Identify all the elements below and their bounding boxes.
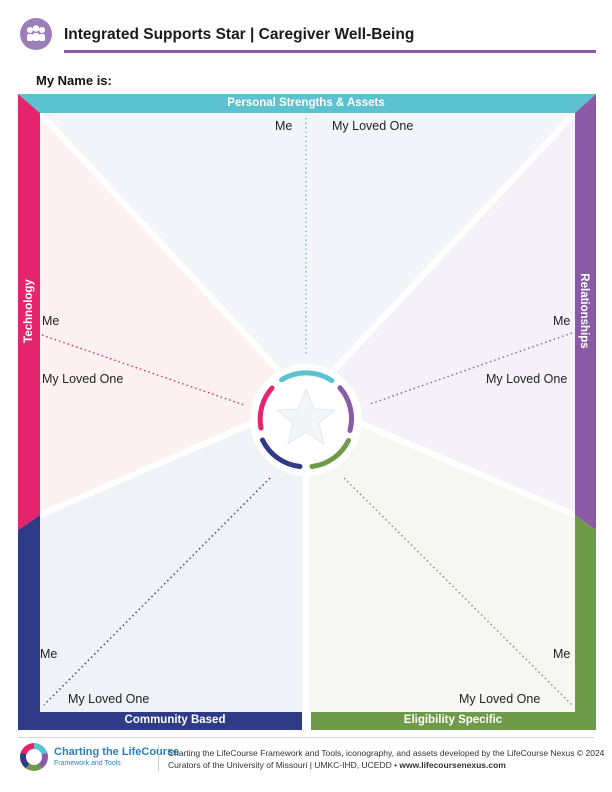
- top-me-label[interactable]: Me: [275, 119, 293, 133]
- band-left: [18, 94, 40, 530]
- domain-label-left: Technology: [23, 279, 35, 343]
- lifecourse-logo-icon: [20, 743, 48, 771]
- band-right: [575, 94, 596, 530]
- domain-label-bottom-right: Eligibility Specific: [403, 714, 503, 726]
- domain-label-bottom-left: Community Based: [124, 714, 226, 726]
- sector-left-fill[interactable]: [40, 113, 306, 515]
- footer-vertical-divider: [158, 745, 159, 771]
- credit-line-2: Curators of the University of Missouri |…: [168, 760, 506, 770]
- website-link[interactable]: www.lifecoursenexus.com: [399, 760, 506, 770]
- right-loved-one-label[interactable]: My Loved One: [486, 372, 568, 386]
- sector-bottom-right-fill[interactable]: [306, 400, 575, 712]
- bottom-right-loved-one-label[interactable]: My Loved One: [459, 692, 541, 706]
- divider-bottom-left: [43, 477, 271, 706]
- center-ring: [257, 370, 355, 469]
- bottom-left-me-label[interactable]: Me: [40, 647, 58, 661]
- band-top: [18, 94, 596, 113]
- domain-label-right: Relationships: [578, 273, 590, 349]
- bottom-left-loved-one-label[interactable]: My Loved One: [68, 692, 150, 706]
- credit-line-2-text: Curators of the University of Missouri |…: [168, 760, 400, 770]
- lifecourse-logo-center: [26, 749, 42, 765]
- brand-name: Charting the LifeCourse: [54, 746, 180, 758]
- left-loved-one-label[interactable]: My Loved One: [42, 372, 124, 386]
- bottom-right-me-label[interactable]: Me: [553, 647, 571, 661]
- people-group-icon: [20, 18, 52, 50]
- left-me-label[interactable]: Me: [42, 314, 60, 328]
- brand-subtitle: Framework and Tools: [54, 760, 121, 767]
- sector-bottom-left-fill[interactable]: [40, 400, 306, 712]
- footer-divider-rule: [18, 737, 594, 738]
- star-icon: [275, 387, 337, 446]
- header: Integrated Supports Star | Caregiver Wel…: [0, 0, 612, 58]
- sector-right-fill[interactable]: [306, 113, 575, 515]
- domain-label-top: Personal Strengths & Assets: [227, 97, 385, 109]
- top-loved-one-label[interactable]: My Loved One: [332, 119, 414, 133]
- name-field-label[interactable]: My Name is:: [36, 73, 112, 88]
- sector-top-fill[interactable]: [40, 113, 575, 400]
- title-underline: [64, 50, 596, 53]
- credit-line-1: Charting the LifeCourse Framework and To…: [168, 748, 605, 758]
- right-me-label[interactable]: Me: [553, 314, 571, 328]
- page-title: Integrated Supports Star | Caregiver Wel…: [64, 26, 415, 43]
- people-group-icon-graphic: [27, 25, 45, 41]
